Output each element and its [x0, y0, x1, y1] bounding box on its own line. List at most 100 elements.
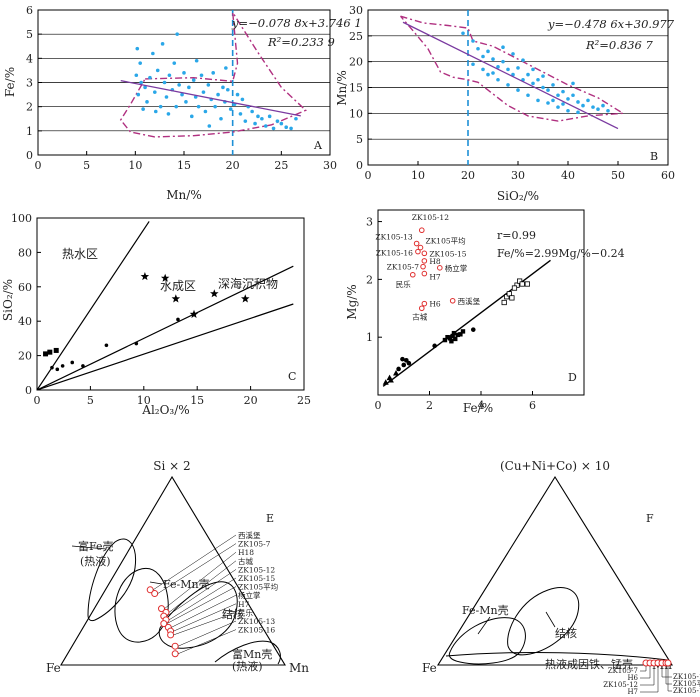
panel-d-point-label: ZK105-7: [387, 263, 420, 272]
panel-d-triangle-point: [386, 374, 393, 381]
panel-d-xtick-label: 0: [375, 399, 382, 412]
panel-f-leader-fe-mn: [477, 616, 491, 635]
panel-a-point: [219, 116, 223, 121]
panel-a-point: [267, 114, 272, 119]
panel-d-red-point: [409, 271, 416, 278]
panel-c-ticks: 0 5 10 15 20 25 0 20 40 60 80 100: [11, 212, 311, 407]
panel-b-xtick-label: 10: [411, 169, 425, 182]
panel-c-field-hydrothermal: 热水区: [62, 247, 98, 261]
panel-b-point: [576, 100, 580, 104]
panel-a-point: [206, 83, 211, 87]
panel-d-labeled-points: [409, 227, 456, 312]
panel-f-point-label: ZK105-13: [673, 673, 700, 681]
panel-b-ytick-label: 30: [349, 4, 363, 17]
panel-c-dot-point: [81, 364, 85, 368]
panel-c-dot-point: [60, 364, 65, 368]
panel-c-frame: [36, 217, 305, 391]
panel-e-field-fe-rich: 富Fe壳: [78, 539, 114, 553]
panel-b-point: [526, 93, 530, 98]
panel-e-point: [167, 631, 175, 639]
panel-b-point: [491, 57, 495, 61]
panel-e-field-fe-mn: Fe-Mn壳: [163, 577, 210, 591]
panel-c-dot-point: [104, 343, 109, 348]
panel-b-point: [546, 88, 550, 92]
panel-e-leader: [157, 543, 237, 594]
panel-e-point-label: ZK105平均: [238, 582, 278, 592]
panel-a-point: [240, 97, 245, 102]
panel-a-point: [191, 78, 196, 82]
panel-d-square-point: [442, 337, 448, 343]
panel-b-r2: R²=0.836 7: [585, 38, 653, 52]
panel-a-point: [199, 73, 204, 78]
panel-b-point: [576, 110, 580, 115]
panel-e-fe-mn-crust-field: [114, 567, 169, 643]
panel-c-ytick-label: 60: [18, 281, 32, 294]
panel-d-point-label: ZK105-16: [376, 249, 413, 258]
panel-a-point: [184, 100, 188, 104]
panel-c-ytick-label: 0: [25, 384, 32, 397]
panel-f-apex-left: Fe: [422, 661, 437, 675]
panel-a-point: [164, 95, 169, 99]
panel-b-points: [461, 31, 610, 115]
panel-e-point-labels: 西溪堡ZK105-7H18古城ZK105-12ZK105-15ZK105平均杨立…: [153, 530, 278, 654]
panel-d-point-label: ZK105-13: [375, 233, 412, 242]
panel-a-point: [213, 104, 217, 109]
panel-f-points: [642, 659, 672, 667]
panel-a-xtick-label: 10: [128, 159, 142, 172]
panel-a-point: [155, 68, 160, 73]
panel-a-point: [151, 51, 155, 56]
panel-a-gridlines: [38, 33, 330, 132]
panel-c-square-point: [43, 351, 49, 357]
panel-c: 0 5 10 15 20 25 0 20 40 60 80 100 热水区 水成区 深海沉积物 C A…: [1, 212, 311, 417]
panel-d-dot-point: [470, 327, 476, 332]
panel-b-point: [546, 101, 550, 105]
panel-b-ticks: 0 10 20 30 40 50 60 0 5 10 15 20 25 30: [349, 4, 675, 182]
panel-d-point-label: 西溪堡: [458, 296, 481, 306]
panel-f-point-label: ZK105-7: [608, 667, 638, 675]
panel-a-ytick-label: 6: [26, 4, 33, 17]
panel-f-point-label: ZK105-15: [673, 687, 700, 695]
panel-f-leader-nodule: [545, 611, 556, 628]
panel-a-point: [180, 92, 184, 97]
panel-a-point: [141, 107, 145, 111]
panel-d-square-point: [458, 332, 463, 337]
panel-a-xtick-label: 0: [35, 159, 42, 172]
panel-b-point: [596, 107, 600, 111]
panel-a-point: [275, 119, 280, 123]
panel-b-point: [571, 93, 575, 98]
panel-d-dot-point: [432, 343, 437, 349]
panel-b-point: [606, 108, 610, 113]
panel-c-field-hydrogenous: 水成区: [160, 279, 196, 293]
panel-b-point: [496, 65, 500, 69]
panel-a-ytick-label: 1: [26, 125, 33, 138]
panel-b-ytick-label: 5: [356, 133, 363, 146]
panel-b-point: [536, 77, 540, 82]
panel-e-point-label: 民乐: [238, 607, 253, 617]
panel-d-point-label: 古城: [412, 311, 427, 321]
panel-e-leader: [164, 552, 237, 609]
panel-b-point: [461, 31, 465, 36]
panel-b-point: [591, 105, 595, 109]
panel-d-red-point: [421, 300, 428, 307]
panel-c-star-point: [241, 294, 250, 303]
panel-b-point: [556, 93, 560, 98]
panel-b-point: [556, 105, 560, 109]
panel-d-red-point: [449, 297, 456, 304]
panel-c-dot-point: [70, 360, 75, 365]
panel-e-point-label: 西溪堡: [238, 530, 261, 540]
panel-c-dot-point: [55, 367, 60, 372]
panel-a-xtick-label: 5: [83, 159, 90, 172]
panel-e-leader-nodule: [223, 609, 235, 613]
panel-f-field-fe-mn: Fe-Mn壳: [462, 603, 509, 617]
panel-d-dot-point: [401, 362, 407, 368]
panel-d-square-point: [449, 339, 454, 344]
panel-d-point-label: H7: [429, 273, 441, 282]
panel-b-gridlines: [368, 35, 668, 140]
panel-b-point: [541, 85, 545, 90]
panel-e-point-label: ZK105-16: [238, 626, 275, 635]
panel-e-leader: [178, 620, 237, 647]
panel-f-point-label: H6: [627, 674, 638, 682]
panel-a-point: [136, 92, 141, 97]
panel-d-dot-point: [396, 366, 401, 372]
